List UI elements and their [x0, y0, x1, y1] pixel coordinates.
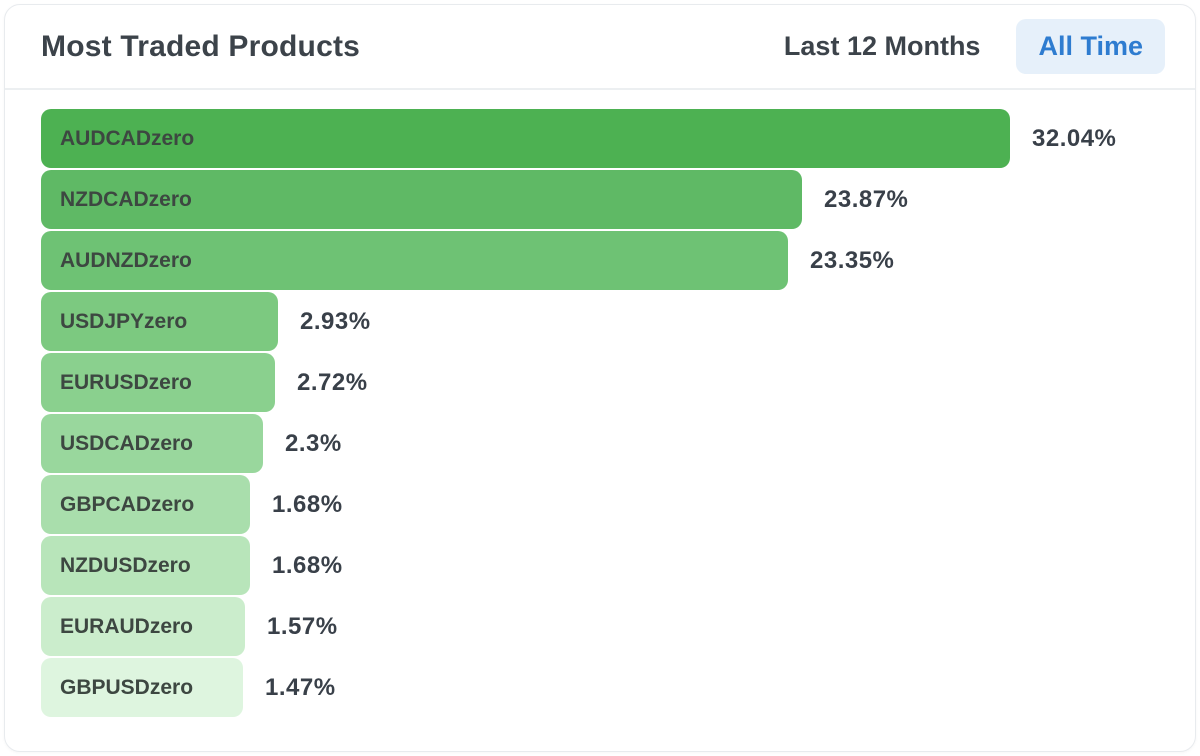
bar-value-label: 2.3%: [285, 429, 342, 457]
bar-row: GBPCADzero 1.68%: [41, 475, 1165, 534]
bar-row: USDCADzero 2.3%: [41, 414, 1165, 473]
bar-product-label: EURAUDzero: [60, 614, 194, 638]
bar-eurusdzero[interactable]: EURUSDzero: [41, 353, 275, 412]
bar-product-label: AUDNZDzero: [60, 248, 192, 272]
bar-value-label: 2.72%: [297, 368, 368, 396]
bar-row: AUDCADzero 32.04%: [41, 109, 1165, 168]
bar-row: GBPUSDzero 1.47%: [41, 658, 1165, 717]
bar-gbpusdzero[interactable]: GBPUSDzero: [41, 658, 243, 717]
bar-row: USDJPYzero 2.93%: [41, 292, 1165, 351]
bar-value-label: 23.87%: [824, 185, 909, 213]
bar-value-label: 1.47%: [265, 673, 336, 701]
bar-product-label: EURUSDzero: [60, 370, 192, 394]
bar-product-label: GBPCADzero: [60, 492, 195, 516]
bar-row: EURAUDzero 1.57%: [41, 597, 1165, 656]
bar-value-label: 1.57%: [267, 612, 338, 640]
bar-value-label: 2.93%: [300, 307, 371, 335]
bar-row: AUDNZDzero 23.35%: [41, 231, 1165, 290]
bar-gbpcadzero[interactable]: GBPCADzero: [41, 475, 250, 534]
bar-product-label: USDCADzero: [60, 431, 194, 455]
toggle-all-time[interactable]: All Time: [1016, 19, 1165, 74]
bar-value-label: 23.35%: [810, 246, 895, 274]
toggle-last-12-months[interactable]: Last 12 Months: [783, 31, 981, 61]
bar-row: NZDUSDzero 1.68%: [41, 536, 1165, 595]
bar-product-label: AUDCADzero: [60, 126, 195, 150]
time-range-toggle: Last 12 Months All Time: [784, 19, 1165, 74]
bar-product-label: USDJPYzero: [60, 309, 188, 333]
bar-row: EURUSDzero 2.72%: [41, 353, 1165, 412]
bar-product-label: NZDCADzero: [60, 187, 192, 211]
bar-nzdusdzero[interactable]: NZDUSDzero: [41, 536, 250, 595]
bar-value-label: 1.68%: [272, 490, 343, 518]
bar-audcadzero[interactable]: AUDCADzero: [41, 109, 1010, 168]
card-header: Most Traded Products Last 12 Months All …: [5, 5, 1195, 90]
bar-row: NZDCADzero 23.87%: [41, 170, 1165, 229]
bar-nzdcadzero[interactable]: NZDCADzero: [41, 170, 802, 229]
most-traded-products-card: Most Traded Products Last 12 Months All …: [4, 4, 1196, 752]
bar-value-label: 32.04%: [1032, 124, 1117, 152]
bar-audnzdzero[interactable]: AUDNZDzero: [41, 231, 788, 290]
bar-euraudzero[interactable]: EURAUDzero: [41, 597, 245, 656]
bar-usdcadzero[interactable]: USDCADzero: [41, 414, 263, 473]
bar-usdjpyzero[interactable]: USDJPYzero: [41, 292, 278, 351]
bar-product-label: GBPUSDzero: [60, 675, 194, 699]
card-title: Most Traded Products: [41, 29, 361, 63]
bar-chart: AUDCADzero 32.04% NZDCADzero 23.87% AUDN…: [5, 90, 1195, 717]
bar-product-label: NZDUSDzero: [60, 553, 191, 577]
bar-value-label: 1.68%: [272, 551, 343, 579]
